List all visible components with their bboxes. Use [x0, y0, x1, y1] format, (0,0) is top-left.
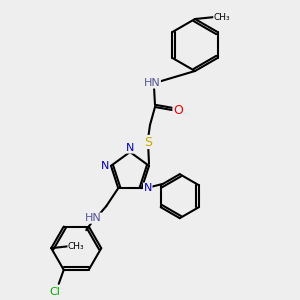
Text: N: N — [101, 161, 109, 171]
Text: N: N — [144, 183, 152, 193]
Text: HN: HN — [144, 78, 160, 88]
Text: S: S — [144, 136, 152, 148]
Text: N: N — [126, 143, 134, 153]
Text: CH₃: CH₃ — [68, 242, 85, 251]
Text: HN: HN — [85, 213, 102, 223]
Text: Cl: Cl — [49, 287, 60, 297]
Text: O: O — [173, 103, 183, 116]
Text: CH₃: CH₃ — [214, 13, 230, 22]
